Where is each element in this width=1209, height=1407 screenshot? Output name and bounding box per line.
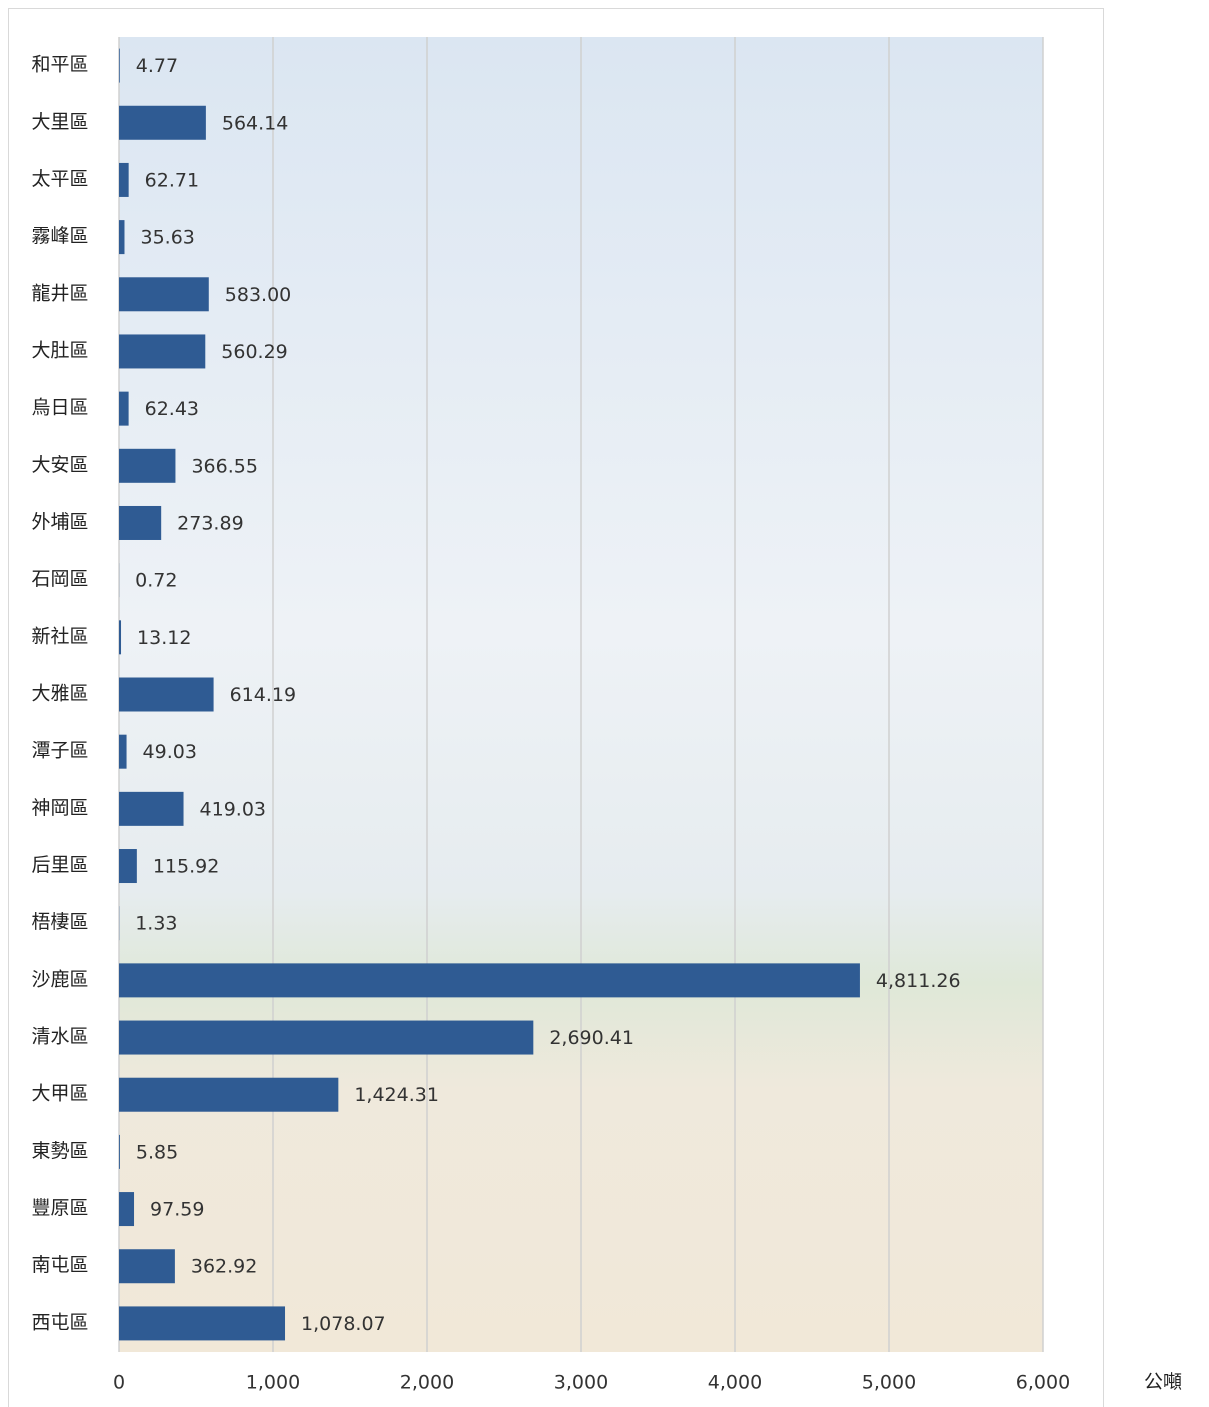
category-label: 外埔區 bbox=[31, 511, 88, 533]
category-label: 大肚區 bbox=[31, 339, 88, 361]
category-label: 大甲區 bbox=[31, 1083, 88, 1105]
value-label: 362.92 bbox=[191, 1256, 257, 1278]
bar bbox=[119, 449, 175, 483]
category-label: 大里區 bbox=[31, 111, 88, 133]
value-label: 97.59 bbox=[150, 1199, 204, 1221]
value-label: 4.77 bbox=[136, 55, 178, 77]
value-label: 1,078.07 bbox=[301, 1313, 386, 1335]
category-label: 龍井區 bbox=[31, 282, 88, 304]
category-label: 豐原區 bbox=[31, 1197, 88, 1219]
x-tick-label: 0 bbox=[113, 1372, 125, 1394]
category-label: 新社區 bbox=[31, 625, 88, 647]
category-label: 石岡區 bbox=[31, 568, 88, 590]
bar bbox=[119, 678, 214, 712]
value-label: 0.72 bbox=[135, 570, 177, 592]
bar bbox=[119, 334, 205, 368]
category-label: 大雅區 bbox=[31, 683, 88, 705]
bar bbox=[119, 163, 129, 197]
category-label: 太平區 bbox=[31, 168, 88, 190]
value-label: 560.29 bbox=[221, 341, 287, 363]
category-label: 潭子區 bbox=[31, 740, 88, 762]
x-axis-unit: 公噸 bbox=[1144, 1371, 1182, 1393]
value-label: 49.03 bbox=[143, 741, 197, 763]
value-label: 5.85 bbox=[136, 1141, 178, 1163]
x-tick-label: 2,000 bbox=[400, 1372, 454, 1394]
bar bbox=[119, 963, 860, 997]
bar bbox=[119, 1306, 285, 1340]
category-label: 神岡區 bbox=[31, 797, 88, 819]
page: {"chart_data": {"type": "bar", "orientat… bbox=[0, 0, 1209, 1407]
category-label: 大安區 bbox=[31, 454, 88, 476]
value-label: 419.03 bbox=[200, 798, 266, 820]
value-label: 583.00 bbox=[225, 284, 291, 306]
value-label: 366.55 bbox=[191, 455, 257, 477]
value-label: 13.12 bbox=[137, 627, 191, 649]
category-label: 東勢區 bbox=[31, 1140, 88, 1162]
bar bbox=[119, 106, 206, 140]
category-label: 沙鹿區 bbox=[31, 968, 88, 990]
bar bbox=[119, 792, 184, 826]
bar bbox=[119, 1078, 338, 1112]
value-label: 614.19 bbox=[230, 684, 296, 706]
bar bbox=[119, 277, 209, 311]
value-label: 4,811.26 bbox=[876, 970, 961, 992]
bar bbox=[119, 1135, 120, 1169]
category-label: 后里區 bbox=[31, 854, 88, 876]
x-tick-label: 1,000 bbox=[246, 1372, 300, 1394]
x-tick-label: 4,000 bbox=[708, 1372, 762, 1394]
bar bbox=[119, 735, 127, 769]
value-label: 273.89 bbox=[177, 512, 243, 534]
value-label: 1,424.31 bbox=[354, 1084, 439, 1106]
category-label: 清水區 bbox=[31, 1026, 88, 1048]
x-tick-label: 3,000 bbox=[554, 1372, 608, 1394]
bar bbox=[119, 49, 120, 83]
bar bbox=[119, 1192, 134, 1226]
bar bbox=[119, 620, 121, 654]
value-label: 2,690.41 bbox=[549, 1027, 634, 1049]
category-label: 霧峰區 bbox=[31, 225, 88, 247]
chart: 公噸 0 1,000 2,000 3,000 4,000 5,000 6,000 和平區 4.7… bbox=[0, 0, 1209, 1407]
bar bbox=[119, 1249, 175, 1283]
x-tick-label: 5,000 bbox=[862, 1372, 916, 1394]
value-label: 62.71 bbox=[145, 169, 199, 191]
value-label: 564.14 bbox=[222, 112, 288, 134]
category-label: 烏日區 bbox=[31, 397, 88, 419]
category-label: 南屯區 bbox=[31, 1254, 88, 1276]
value-label: 115.92 bbox=[153, 856, 219, 878]
bar bbox=[119, 849, 137, 883]
bar bbox=[119, 392, 129, 426]
x-tick-label: 6,000 bbox=[1016, 1372, 1070, 1394]
value-label: 35.63 bbox=[140, 227, 194, 249]
category-label: 梧棲區 bbox=[31, 911, 88, 933]
bar bbox=[119, 1021, 533, 1055]
bar bbox=[119, 220, 124, 254]
category-label: 西屯區 bbox=[31, 1311, 88, 1333]
value-label: 1.33 bbox=[135, 913, 177, 935]
bar bbox=[119, 506, 161, 540]
category-label: 和平區 bbox=[31, 54, 88, 76]
value-label: 62.43 bbox=[145, 398, 199, 420]
